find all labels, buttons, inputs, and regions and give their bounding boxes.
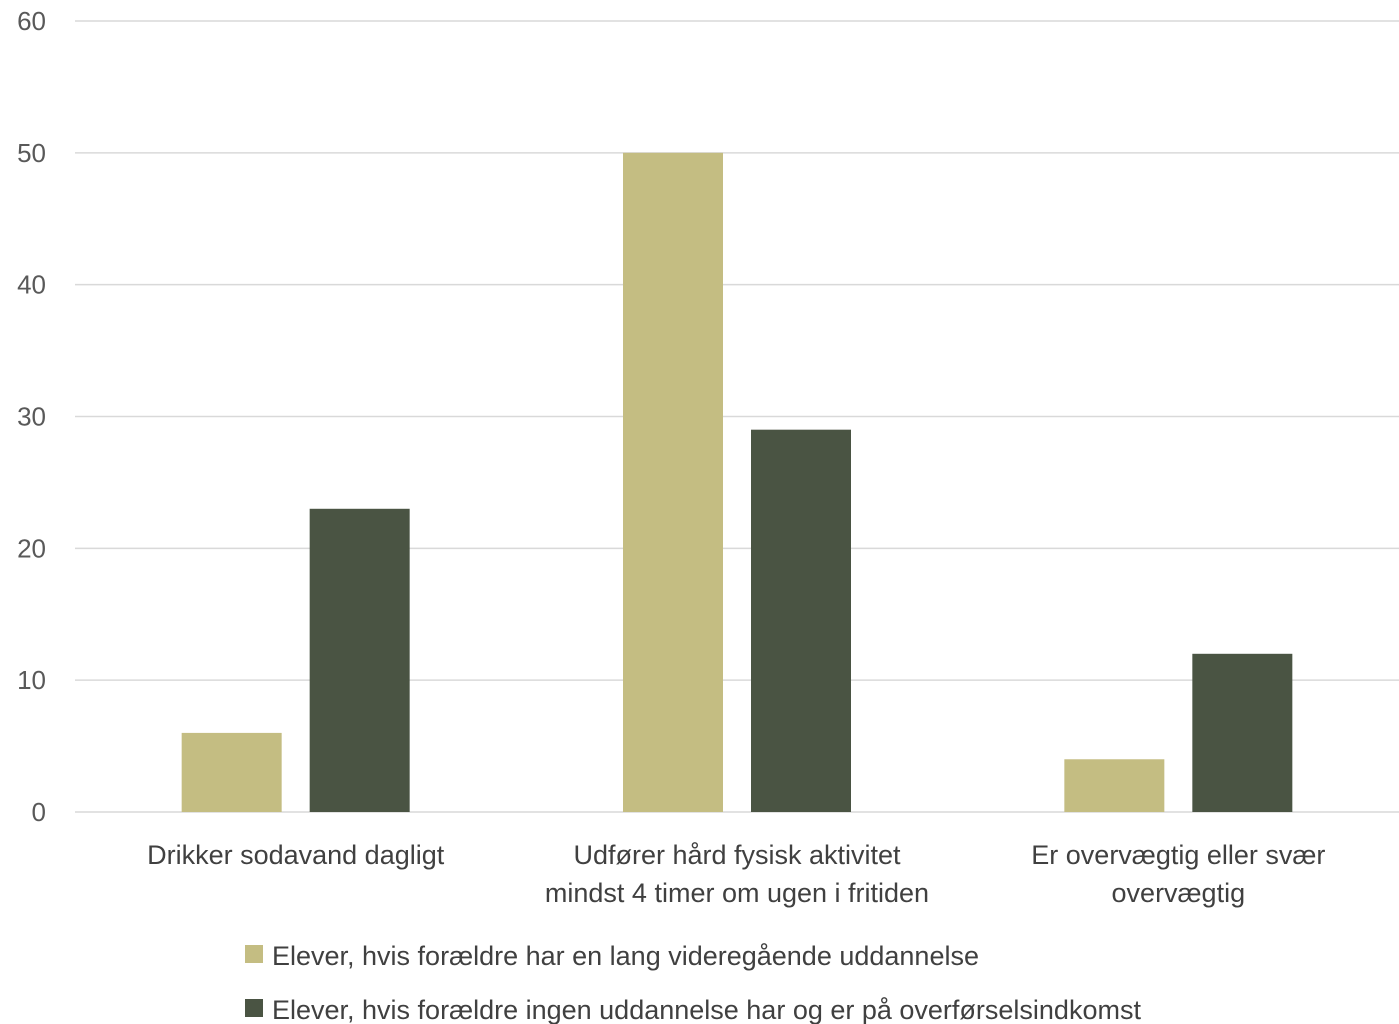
y-axis-tick-labels: 0 10 20 30 40 50 60	[17, 6, 46, 827]
category-label: Er overvægtig eller svær	[1031, 840, 1325, 870]
category-label: overvægtig	[1112, 878, 1246, 908]
y-tick-label: 40	[17, 270, 46, 300]
category-label: Drikker sodavand dagligt	[147, 840, 445, 870]
y-tick-label: 30	[17, 402, 46, 432]
category-label: mindst 4 timer om ugen i fritiden	[545, 878, 929, 908]
y-tick-label: 0	[32, 797, 46, 827]
bar-series-2-category-1	[309, 508, 410, 812]
legend-swatch	[245, 945, 263, 963]
legend: Elever, hvis forældre har en lang videre…	[245, 941, 1141, 1024]
bars	[181, 152, 1293, 813]
bar-series-1-category-3	[1064, 759, 1165, 812]
category-label: Udfører hård fysisk aktivitet	[573, 840, 901, 870]
bar-series-1-category-1	[181, 732, 282, 812]
legend-label: Elever, hvis forældre har en lang videre…	[272, 941, 979, 971]
bar-series-1-category-2	[623, 152, 723, 813]
bar-series-2-category-2	[751, 429, 851, 812]
legend-swatch	[245, 999, 263, 1017]
y-tick-label: 10	[17, 665, 46, 695]
legend-label: Elever, hvis forældre ingen uddannelse h…	[272, 995, 1141, 1024]
category-labels: Drikker sodavand dagligt Udfører hård fys…	[147, 840, 1325, 908]
y-tick-label: 20	[17, 533, 46, 563]
gridlines	[75, 20, 1399, 813]
bar-series-2-category-3	[1192, 653, 1293, 812]
y-tick-label: 60	[17, 6, 46, 36]
y-tick-label: 50	[17, 138, 46, 168]
